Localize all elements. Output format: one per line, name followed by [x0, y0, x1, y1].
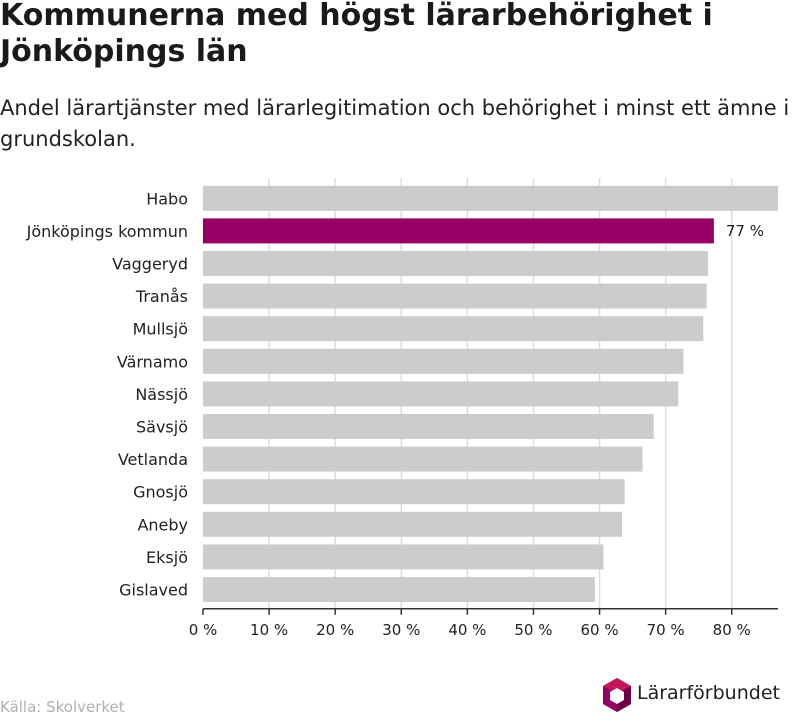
category-label: Jönköpings kommun	[26, 222, 188, 241]
x-tick-label: 80 %	[713, 621, 751, 639]
chart-title: Kommunerna med högst lärarbehörighet i J…	[0, 0, 713, 69]
logo-text: Lärarförbundet	[637, 682, 780, 704]
category-label: Nässjö	[135, 385, 188, 404]
bar	[203, 185, 778, 211]
category-label: Mullsjö	[133, 320, 188, 339]
bar	[203, 544, 604, 570]
x-tick-label: 10 %	[250, 621, 288, 639]
category-label: Sävsjö	[136, 418, 188, 437]
bar-chart: Habo Jönköpings kommun Vaggeryd Tranås Mulls…	[26, 178, 778, 639]
bar	[203, 446, 643, 472]
category-label: Tranås	[135, 287, 188, 306]
bar	[203, 479, 625, 505]
category-label: Vetlanda	[118, 450, 188, 469]
category-label: Gnosjö	[133, 483, 188, 502]
bar	[203, 511, 623, 537]
x-tick-label: 0 %	[189, 621, 218, 639]
category-label: Gislaved	[119, 581, 188, 600]
x-tick-label: 60 %	[580, 621, 618, 639]
bar	[203, 218, 714, 244]
x-tick-label: 20 %	[316, 621, 354, 639]
lararforbundet-logo-icon	[603, 678, 631, 712]
category-label: Värnamo	[117, 352, 188, 371]
x-tick-label: 70 %	[647, 621, 685, 639]
source-note: Källa: Skolverket	[0, 698, 125, 716]
category-label: Vaggeryd	[112, 255, 188, 274]
bar	[203, 348, 684, 374]
category-label: Habo	[146, 189, 188, 208]
x-tick-label: 40 %	[448, 621, 486, 639]
chart-subtitle: Andel lärartjänster med lärarlegitimatio…	[0, 96, 790, 151]
x-tick-label: 50 %	[514, 621, 552, 639]
category-label: Aneby	[137, 515, 188, 534]
data-label: 77 %	[726, 222, 764, 240]
bar	[203, 414, 654, 439]
x-tick-label: 30 %	[382, 621, 420, 639]
bar	[203, 283, 707, 309]
bar	[203, 381, 679, 407]
bar	[203, 577, 595, 602]
bar	[203, 316, 704, 342]
bar	[203, 251, 708, 276]
category-label: Eksjö	[146, 548, 188, 567]
